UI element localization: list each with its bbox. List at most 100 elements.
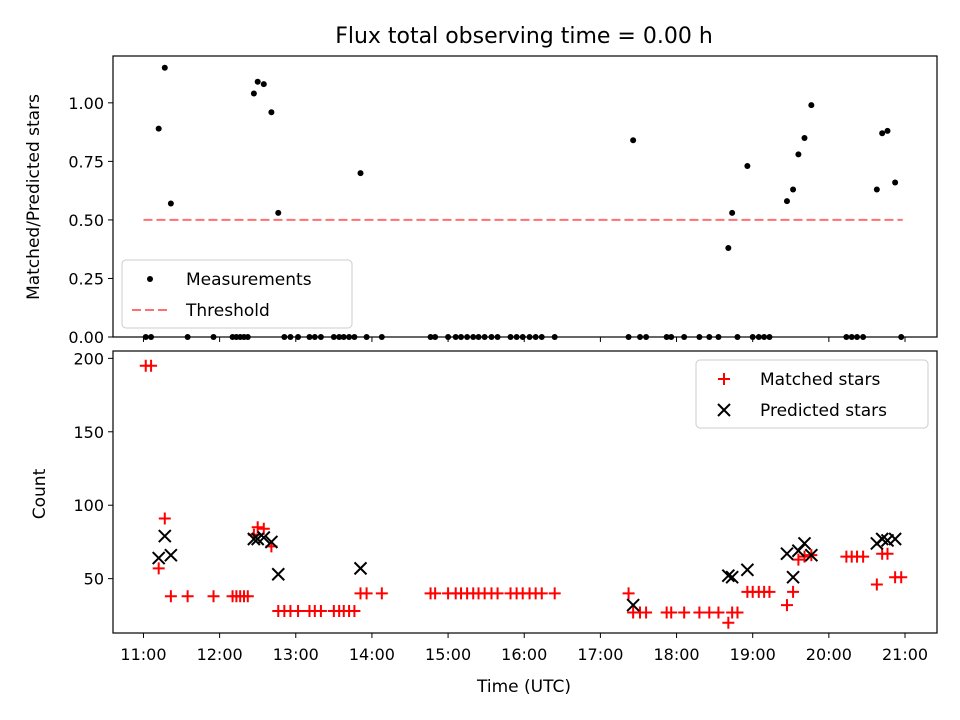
x-tick-label: 14:00 <box>349 645 395 664</box>
legend: Matched stars Predicted stars <box>695 359 929 429</box>
data-point <box>783 198 790 205</box>
data-point <box>257 530 271 545</box>
data-point <box>665 606 678 619</box>
chart-title: Flux total observing time = 0.00 h <box>335 24 713 49</box>
data-point <box>725 570 739 584</box>
x-tick-label: 16:00 <box>501 645 547 664</box>
series-measurements <box>142 64 905 340</box>
legend-label: Measurements <box>186 270 312 290</box>
data-point <box>353 561 368 576</box>
data-point <box>792 553 805 566</box>
data-point <box>780 599 793 612</box>
series-predicted-stars <box>151 529 902 612</box>
data-point <box>254 78 261 85</box>
legend-label: Threshold <box>185 301 270 321</box>
data-point <box>622 587 635 600</box>
legend-label: Matched stars <box>760 370 880 390</box>
data-point <box>164 590 177 603</box>
data-point <box>268 109 275 116</box>
data-point <box>678 606 691 619</box>
data-point <box>260 81 267 88</box>
data-point <box>795 151 802 158</box>
data-point <box>804 548 819 562</box>
data-point <box>879 130 886 137</box>
data-point <box>763 585 776 598</box>
data-point <box>271 567 285 581</box>
y-tick-label: 50 <box>84 570 104 589</box>
data-point <box>626 598 640 612</box>
legend: Measurements Threshold <box>121 259 353 329</box>
data-point <box>491 587 504 600</box>
data-point <box>888 532 902 546</box>
y-tick-label: 100 <box>73 496 104 515</box>
legend-box <box>121 259 353 329</box>
x-tick-label: 11:00 <box>120 645 166 664</box>
data-point <box>857 550 870 563</box>
data-point <box>241 590 254 603</box>
data-point <box>535 587 548 600</box>
x-tick-label: 20:00 <box>806 645 852 664</box>
x-axis-label: Time (UTC) <box>476 677 571 697</box>
y-tick-label: 0.00 <box>68 328 104 347</box>
data-point <box>181 590 194 603</box>
data-point <box>155 125 162 132</box>
data-point <box>275 209 282 216</box>
data-point <box>548 587 561 600</box>
data-point <box>348 604 361 617</box>
data-point <box>721 569 736 583</box>
y-tick-label: 200 <box>73 349 104 368</box>
legend-swatch <box>147 276 153 282</box>
data-point <box>640 606 653 619</box>
data-point <box>895 571 908 584</box>
data-point <box>786 570 800 584</box>
data-point <box>801 134 808 141</box>
data-point <box>722 616 735 629</box>
data-point <box>158 529 172 543</box>
plot-frame <box>112 55 938 338</box>
data-point <box>881 547 894 560</box>
y-tick-label: 1.00 <box>68 94 104 113</box>
data-point <box>207 590 220 603</box>
y-tick-label: 0.75 <box>68 152 104 171</box>
data-point <box>744 163 751 170</box>
data-point <box>251 521 264 534</box>
data-point <box>257 522 270 535</box>
data-point <box>357 170 364 177</box>
bottom-panel: 50 100 150 200 11:00 12:00 13:00 14:00 15:00 16:0… <box>73 349 938 664</box>
data-point <box>158 512 171 525</box>
legend-box <box>695 359 929 429</box>
data-point <box>787 585 800 598</box>
data-point <box>151 551 166 565</box>
top-panel: 0.00 0.25 0.50 0.75 1.00 Measurements Threshol… <box>68 55 938 347</box>
legend-label: Predicted stars <box>760 401 887 421</box>
data-point <box>780 546 794 561</box>
data-point <box>790 186 797 193</box>
data-point <box>314 604 327 617</box>
x-tick-label: 18:00 <box>653 645 699 664</box>
legend-swatch <box>718 373 730 385</box>
data-point <box>145 359 158 372</box>
data-point <box>429 587 442 600</box>
data-point <box>630 137 637 144</box>
data-point <box>884 127 891 134</box>
data-point <box>797 536 812 551</box>
x-tick-label: 15:00 <box>425 645 471 664</box>
data-point <box>731 606 744 619</box>
x-tick-label: 12:00 <box>197 645 243 664</box>
x-tick-label: 19:00 <box>730 645 776 664</box>
bottom-y-axis-label: Count <box>30 468 50 519</box>
legend-swatch <box>717 403 731 417</box>
y-tick-label: 0.50 <box>68 211 104 230</box>
data-point <box>292 604 305 617</box>
x-tick-label: 21:00 <box>882 645 928 664</box>
data-point <box>740 563 755 577</box>
data-point <box>360 587 373 600</box>
data-point <box>729 209 736 216</box>
data-point <box>152 562 165 575</box>
y-tick-label: 0.25 <box>68 269 104 288</box>
data-point <box>164 548 178 562</box>
y-tick-label: 150 <box>73 423 104 442</box>
data-point <box>375 587 388 600</box>
data-point <box>808 102 815 109</box>
